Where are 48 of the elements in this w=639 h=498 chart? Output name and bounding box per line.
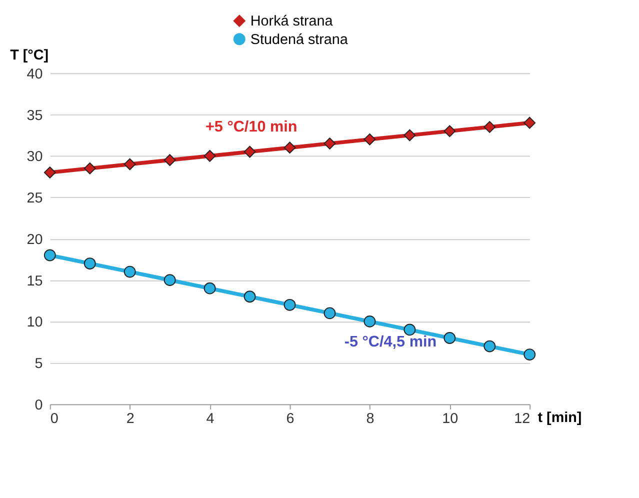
point	[524, 116, 536, 129]
x-tick-label: 10	[442, 410, 458, 427]
point	[84, 162, 96, 174]
y-tick-label: 15	[26, 273, 43, 290]
point	[484, 340, 496, 352]
y-tick-label: 20	[26, 232, 43, 248]
point	[244, 146, 256, 158]
x-tick-label: 6	[286, 410, 294, 427]
point	[484, 121, 496, 133]
x-tick-label: 4	[206, 410, 214, 427]
annotation: -5 °C/4,5 min	[344, 334, 437, 351]
y-tick-label: 40	[26, 66, 43, 82]
point	[284, 298, 296, 311]
point	[444, 332, 456, 344]
x-tick-label: 8	[366, 410, 374, 427]
y-tick-label: 5	[34, 356, 43, 372]
point	[444, 125, 456, 138]
point	[124, 158, 136, 170]
y-axis-title: T [°C]	[10, 47, 49, 64]
point	[524, 348, 536, 360]
point	[244, 290, 256, 303]
y-tick-label: 10	[26, 314, 43, 331]
point	[404, 324, 416, 336]
point	[204, 150, 216, 162]
point	[284, 142, 296, 154]
point	[324, 307, 336, 320]
y-tick-label: 0	[34, 397, 43, 414]
legend-label: Horká strana	[250, 14, 333, 30]
point	[204, 282, 216, 294]
x-axis-title: t [min]	[538, 410, 582, 426]
point	[44, 166, 56, 178]
y-tick-label: 30	[26, 149, 43, 166]
point	[364, 316, 376, 328]
point	[84, 258, 96, 270]
y-tick-label: 35	[26, 108, 43, 124]
point	[44, 249, 56, 262]
x-tick-label: 2	[126, 410, 134, 427]
point	[404, 129, 416, 142]
point	[124, 266, 136, 278]
x-tick-label: 12	[514, 410, 530, 427]
legend-label: Studená strana	[250, 32, 348, 48]
x-tick-label: 0	[50, 410, 58, 427]
point	[364, 133, 376, 146]
point	[164, 154, 176, 166]
point	[324, 138, 336, 150]
point	[164, 274, 176, 286]
y-tick-label: 25	[26, 190, 43, 207]
annotation: +5 °C/10 min	[205, 118, 298, 136]
